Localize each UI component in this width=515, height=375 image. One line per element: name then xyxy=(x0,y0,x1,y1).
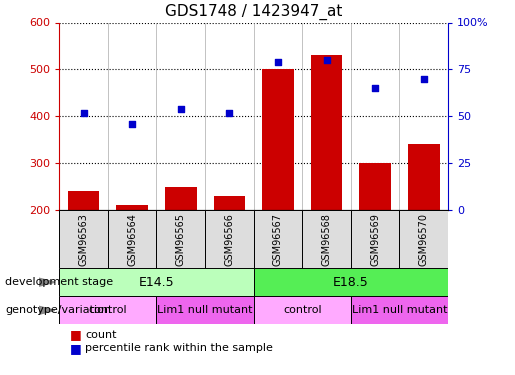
Polygon shape xyxy=(39,278,55,286)
Bar xyxy=(359,163,391,210)
Point xyxy=(274,59,282,65)
Bar xyxy=(302,210,351,268)
Bar xyxy=(351,296,448,324)
Bar xyxy=(262,69,294,210)
Point xyxy=(177,106,185,112)
Text: control: control xyxy=(283,305,321,315)
Point xyxy=(128,121,136,127)
Bar xyxy=(351,210,400,268)
Bar xyxy=(108,210,157,268)
Point xyxy=(225,110,233,116)
Bar xyxy=(165,187,197,210)
Text: percentile rank within the sample: percentile rank within the sample xyxy=(85,344,273,353)
Text: GSM96568: GSM96568 xyxy=(321,213,332,266)
Bar xyxy=(59,296,157,324)
Point xyxy=(371,85,379,91)
Title: GDS1748 / 1423947_at: GDS1748 / 1423947_at xyxy=(165,3,342,20)
Text: GSM96567: GSM96567 xyxy=(273,213,283,266)
Text: genotype/variation: genotype/variation xyxy=(5,305,111,315)
Text: development stage: development stage xyxy=(5,277,113,287)
Text: ■: ■ xyxy=(70,342,81,355)
Bar xyxy=(400,210,448,268)
Point xyxy=(322,57,331,63)
Bar xyxy=(68,191,99,210)
Bar xyxy=(253,296,351,324)
Text: control: control xyxy=(89,305,127,315)
Text: Lim1 null mutant: Lim1 null mutant xyxy=(157,305,253,315)
Text: GSM96566: GSM96566 xyxy=(225,213,234,266)
Bar xyxy=(116,206,148,210)
Text: GSM96569: GSM96569 xyxy=(370,213,380,266)
Text: E14.5: E14.5 xyxy=(139,276,174,289)
Bar xyxy=(214,196,245,210)
Bar xyxy=(157,296,253,324)
Polygon shape xyxy=(39,306,55,314)
Point xyxy=(79,110,88,116)
Text: GSM96565: GSM96565 xyxy=(176,213,186,266)
Text: GSM96564: GSM96564 xyxy=(127,213,137,266)
Text: GSM96570: GSM96570 xyxy=(419,213,429,266)
Bar xyxy=(253,210,302,268)
Bar xyxy=(408,144,439,210)
Bar xyxy=(205,210,253,268)
Bar xyxy=(59,210,108,268)
Text: count: count xyxy=(85,330,116,340)
Text: Lim1 null mutant: Lim1 null mutant xyxy=(352,305,447,315)
Point xyxy=(420,76,428,82)
Bar xyxy=(253,268,448,296)
Text: ■: ■ xyxy=(70,328,81,341)
Bar xyxy=(157,210,205,268)
Bar xyxy=(311,56,342,210)
Text: GSM96563: GSM96563 xyxy=(78,213,89,266)
Text: E18.5: E18.5 xyxy=(333,276,369,289)
Bar xyxy=(59,268,253,296)
